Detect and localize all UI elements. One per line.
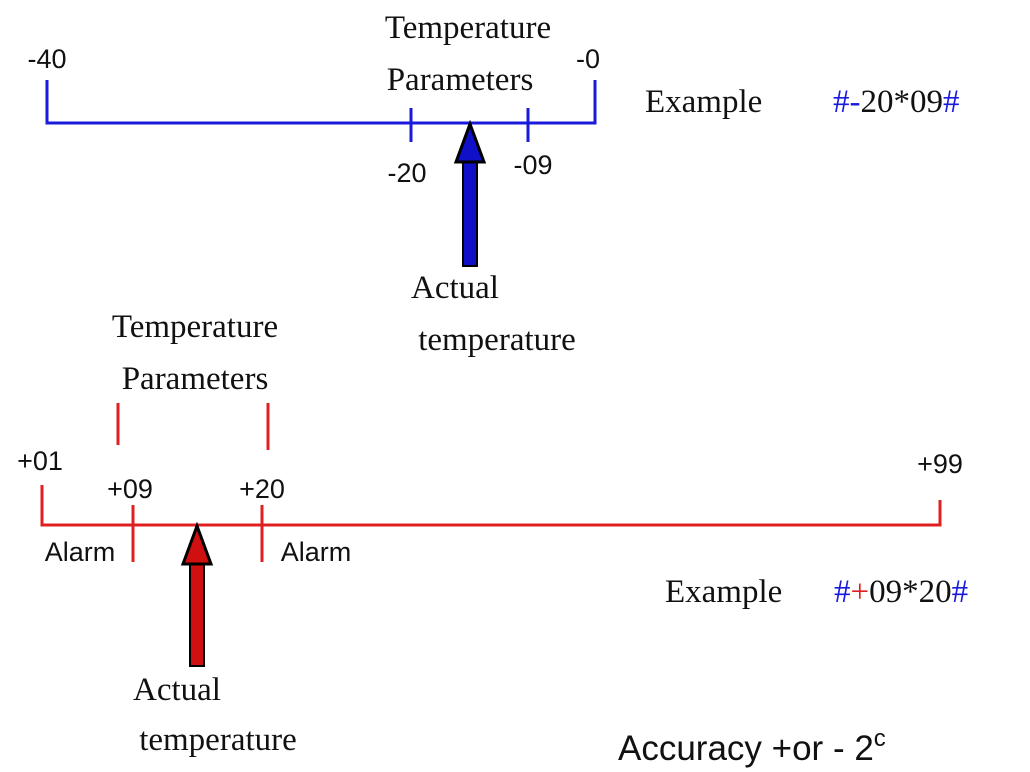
- label: Alarm: [281, 537, 352, 567]
- label: -20: [387, 158, 426, 188]
- example-label: Example: [665, 574, 782, 610]
- label: +20: [239, 474, 285, 504]
- code-part: #: [943, 84, 960, 120]
- label: Alarm: [45, 537, 116, 567]
- label: temperature: [418, 322, 576, 358]
- code-part: 09*20: [869, 574, 952, 610]
- label: -0: [576, 44, 600, 74]
- label: Temperature: [112, 309, 278, 345]
- code-part: #: [834, 574, 851, 610]
- label: +99: [917, 449, 963, 479]
- label: Parameters: [387, 62, 534, 98]
- code-part: #: [952, 574, 969, 610]
- label: Actual: [133, 672, 221, 708]
- bottom-scale: [40, 403, 942, 562]
- label: -09: [513, 150, 552, 180]
- example-label: Example: [645, 84, 762, 120]
- accuracy-text: Accuracy +or - 2: [618, 729, 874, 768]
- label: Parameters: [122, 361, 269, 397]
- label: +01: [17, 446, 63, 476]
- scale-line: [40, 485, 942, 527]
- accuracy: Accuracy +or - 2c: [618, 725, 886, 768]
- label: Temperature: [385, 10, 551, 46]
- label: temperature: [139, 722, 297, 758]
- arrow: [180, 521, 214, 667]
- code-part: 20*09: [861, 84, 944, 120]
- top-scale: [45, 80, 597, 142]
- label: -40: [27, 44, 66, 74]
- accuracy-unit: c: [874, 725, 886, 752]
- label: +09: [107, 474, 153, 504]
- scale-line: [45, 80, 597, 125]
- example-code: #+09*20#: [834, 574, 968, 610]
- label: Actual: [411, 270, 499, 306]
- code-part: #-: [833, 84, 861, 120]
- code-part: +: [851, 574, 870, 610]
- arrow: [453, 119, 487, 267]
- example-code: #-20*09#: [833, 84, 960, 120]
